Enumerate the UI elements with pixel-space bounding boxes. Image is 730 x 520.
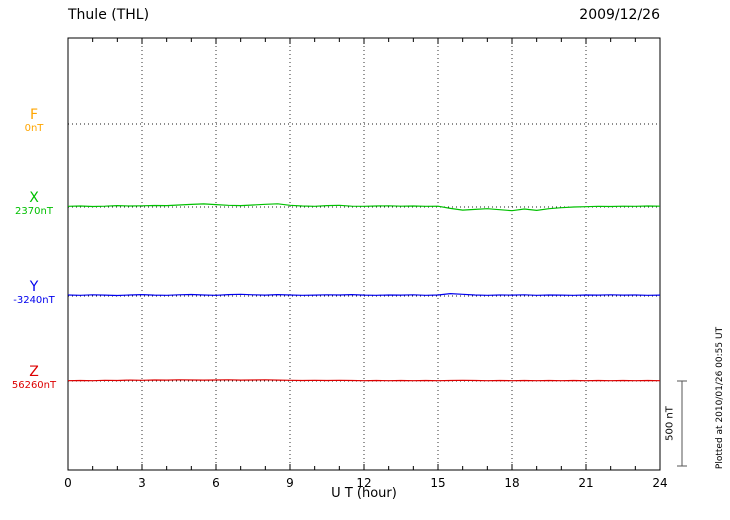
x-tick-label: 6 — [212, 476, 220, 490]
series-name-F: F — [29, 107, 39, 123]
series-label-Z: Z 56260nT — [4, 364, 64, 392]
trace-X — [67, 203, 661, 212]
series-label-Y: Y -3240nT — [4, 279, 64, 307]
series-baseline-Y: -3240nT — [13, 295, 55, 306]
series-name-Z: Z — [29, 364, 39, 380]
series-label-F: F 0nT — [4, 107, 64, 135]
x-tick-label: 12 — [356, 476, 371, 490]
x-tick-label: 24 — [652, 476, 667, 490]
series-label-X: X 2370nT — [4, 190, 64, 218]
series-name-X: X — [29, 190, 39, 206]
x-tick-label: 9 — [286, 476, 294, 490]
x-tick-label: 0 — [64, 476, 72, 490]
x-tick-label: 21 — [578, 476, 593, 490]
plotted-at-note: Plotted at 2010/01/26 00:55 UT — [715, 326, 725, 470]
date-label: 2009/12/26 — [579, 7, 660, 23]
trace-Z — [67, 379, 661, 382]
series-baseline-F: 0nT — [24, 123, 44, 134]
x-tick-label: 18 — [504, 476, 519, 490]
x-tick-label: 3 — [138, 476, 146, 490]
page-title: Thule (THL) — [68, 7, 150, 23]
x-tick-label: 15 — [430, 476, 445, 490]
series-baseline-X: 2370nT — [15, 206, 53, 217]
series-baseline-Z: 56260nT — [11, 380, 57, 391]
trace-Y — [67, 292, 661, 297]
series-name-Y: Y — [29, 279, 39, 295]
scale-bar-label: 500 nT — [664, 406, 676, 441]
x-axis-label: U T (hour) — [331, 486, 397, 501]
